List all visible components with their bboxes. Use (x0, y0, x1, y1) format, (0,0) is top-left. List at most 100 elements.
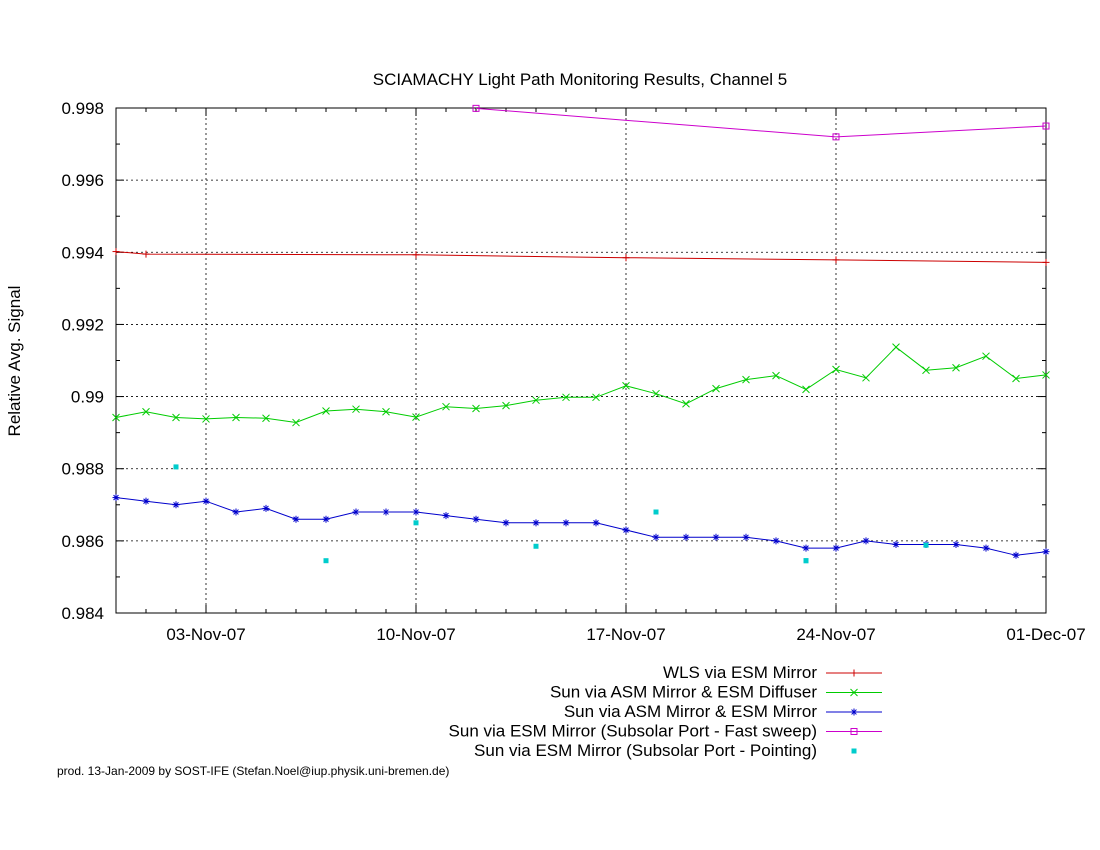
data-point (142, 497, 150, 505)
data-point (172, 501, 180, 509)
data-point (682, 533, 690, 541)
data-point (592, 393, 600, 402)
x-tick-label: 24-Nov-07 (796, 625, 875, 644)
data-point (803, 558, 809, 564)
data-point (982, 544, 990, 552)
data-point (352, 508, 360, 516)
legend-label: Sun via ASM Mirror & ESM Mirror (564, 702, 817, 721)
legend-marker (851, 748, 857, 754)
y-tick-label: 0.99 (71, 388, 104, 407)
data-point (923, 542, 929, 548)
data-point (802, 544, 810, 552)
y-tick-label: 0.986 (61, 532, 104, 551)
series-3 (112, 494, 1050, 559)
data-point (952, 540, 960, 548)
data-point (1042, 258, 1050, 266)
data-point (352, 405, 360, 414)
data-point (562, 519, 570, 527)
data-point (832, 365, 840, 374)
data-point (112, 248, 120, 256)
data-point (173, 464, 179, 470)
series-1 (112, 248, 1050, 266)
y-axis-label: Relative Avg. Signal (5, 286, 24, 437)
legend-label: Sun via ASM Mirror & ESM Diffuser (550, 683, 817, 702)
series-line (115, 251, 1047, 263)
x-tick-label: 03-Nov-07 (166, 625, 245, 644)
data-point (292, 515, 300, 523)
chart-title: SCIAMACHY Light Path Monitoring Results,… (373, 70, 788, 89)
data-point (112, 494, 120, 502)
data-point (532, 396, 540, 405)
data-point (442, 402, 450, 411)
legend-marker (850, 708, 858, 716)
data-point (202, 497, 210, 505)
y-tick-label: 0.992 (61, 315, 104, 334)
data-point (412, 413, 420, 421)
y-tick-label: 0.996 (61, 171, 104, 190)
y-tick-label: 0.994 (61, 243, 104, 262)
data-point (712, 384, 720, 393)
data-point (413, 520, 419, 526)
data-point (742, 375, 750, 384)
data-point (802, 385, 810, 394)
data-point (112, 413, 120, 422)
data-point (172, 413, 180, 422)
data-point (472, 104, 480, 112)
y-tick-label: 0.984 (61, 604, 104, 623)
series-line (115, 346, 1047, 424)
data-point (533, 543, 539, 549)
data-point (442, 512, 450, 520)
data-point (592, 519, 600, 527)
data-point (892, 540, 900, 548)
data-point (922, 366, 930, 375)
data-point (982, 352, 990, 361)
data-point (712, 533, 720, 541)
legend-label: Sun via ESM Mirror (Subsolar Port - Poin… (474, 741, 817, 760)
data-point (682, 399, 690, 408)
data-point (1012, 551, 1020, 559)
data-point (1012, 374, 1020, 383)
data-point (382, 508, 390, 516)
data-point (202, 415, 210, 423)
data-point (142, 407, 150, 416)
data-point (622, 381, 630, 390)
data-point (502, 401, 510, 410)
data-point (832, 133, 840, 141)
data-point (232, 508, 240, 516)
data-point (622, 526, 630, 534)
data-point (862, 537, 870, 545)
data-point (1042, 548, 1050, 556)
data-point (1042, 371, 1050, 379)
legend-marker (850, 688, 858, 697)
data-point (322, 515, 330, 523)
data-point (292, 418, 300, 427)
legend-label: WLS via ESM Mirror (663, 663, 817, 682)
data-point (653, 509, 659, 515)
data-point (832, 544, 840, 552)
data-point (832, 256, 840, 264)
data-point (652, 533, 660, 541)
data-point (262, 414, 270, 423)
legend-label: Sun via ESM Mirror (Subsolar Port - Fast… (449, 722, 817, 741)
data-point (232, 413, 240, 422)
series-5 (173, 464, 929, 564)
data-point (772, 537, 780, 545)
data-point (622, 254, 630, 262)
data-point (142, 250, 150, 258)
data-point (382, 407, 390, 416)
data-point (652, 389, 660, 398)
y-tick-label: 0.988 (61, 460, 104, 479)
data-point (322, 407, 330, 415)
legend-marker (850, 728, 858, 735)
legend-marker (850, 669, 858, 677)
data-point (862, 373, 870, 382)
data-point (412, 508, 420, 516)
data-point (1042, 122, 1050, 130)
data-point (892, 343, 900, 352)
y-tick-label: 0.998 (61, 99, 104, 118)
data-point (562, 393, 570, 402)
data-point (742, 533, 750, 541)
series-line (475, 107, 1047, 138)
